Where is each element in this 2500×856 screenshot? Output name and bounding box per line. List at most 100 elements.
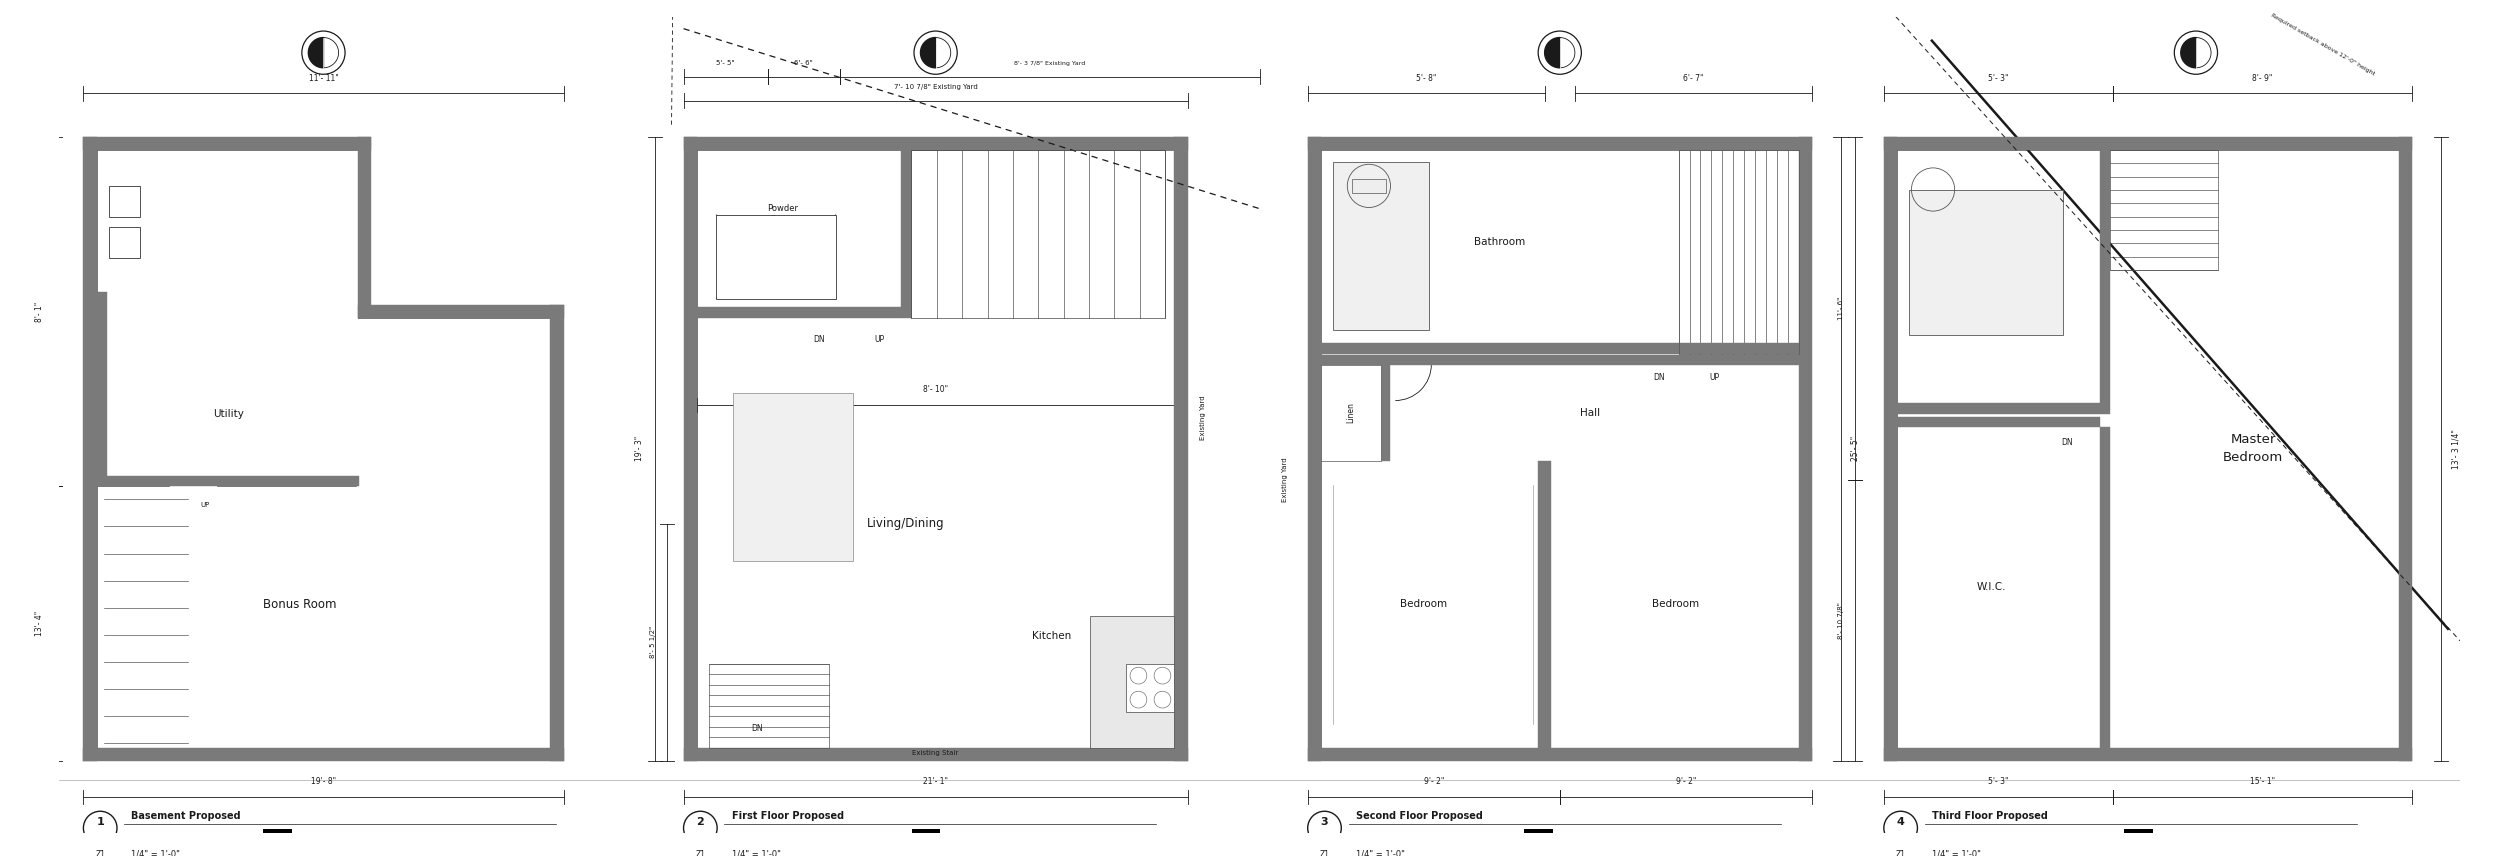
Bar [1352,179,1385,193]
Bar [98,292,107,486]
Text: Powder
Room: Powder Room [768,204,798,223]
Bar [1910,189,2062,335]
Text: Z1: Z1 [1320,850,1330,856]
Polygon shape [920,38,935,68]
Text: DN: DN [1652,373,1665,383]
Bar [1885,137,2412,150]
Text: 8'- 10": 8'- 10" [922,385,948,395]
Text: Z1: Z1 [695,850,705,856]
Bar [1320,365,1380,461]
Text: 19'- 8": 19'- 8" [310,777,335,786]
Text: 1/4" = 1'-0": 1/4" = 1'-0" [1932,850,1980,856]
Polygon shape [1545,38,1560,68]
Text: Existing Yard: Existing Yard [1282,458,1288,502]
Text: M. Bath: M. Bath [1972,264,2012,274]
Text: 21'- 1": 21'- 1" [922,777,948,786]
Text: 5'- 3": 5'- 3" [1988,74,2008,83]
Bar [1332,162,1430,330]
Bar [262,829,292,838]
Text: First Floor Proposed: First Floor Proposed [732,811,843,821]
Text: Existing Yard: Existing Yard [1200,395,1205,440]
Bar [1525,829,1552,838]
Bar [2125,829,2152,838]
Text: 8'- 9": 8'- 9" [2252,74,2272,83]
Text: DN: DN [750,724,762,733]
Text: Existing Stair: Existing Stair [912,750,958,756]
Text: Basement Proposed: Basement Proposed [132,811,240,821]
Text: UP: UP [1710,373,1720,383]
Bar [1128,663,1175,711]
Bar [1380,355,1798,365]
Text: 9'- 2": 9'- 2" [1675,777,1695,786]
Bar [1090,615,1175,747]
Text: Z1: Z1 [95,850,105,856]
Bar [912,150,1165,318]
Text: 3: 3 [1320,817,1328,827]
Bar [2110,150,2218,270]
Text: Hall: Hall [1580,407,1600,418]
Bar [1308,747,1812,761]
Bar [1175,137,1188,761]
Bar [107,227,140,258]
Bar [682,747,1188,761]
Text: Utility: Utility [213,409,245,419]
Bar [1320,343,1798,354]
Bar [2100,427,2110,747]
Text: 5'- 3": 5'- 3" [1988,777,2008,786]
Bar [715,215,835,299]
Bar [682,137,698,761]
Text: 1: 1 [98,817,105,827]
Bar [1538,461,1550,747]
Bar [82,137,372,150]
Bar [550,305,562,761]
Text: Third Floor Proposed: Third Floor Proposed [1932,811,2047,821]
Text: 1/4" = 1'-0": 1/4" = 1'-0" [1355,850,1405,856]
Text: Required setback above 12'-0" height: Required setback above 12'-0" height [2270,13,2375,77]
Text: 1/4" = 1'-0": 1/4" = 1'-0" [132,850,180,856]
Text: UP: UP [200,502,210,508]
Bar [912,829,940,838]
Text: Bonus Room: Bonus Room [262,598,335,611]
Text: WH: WH [118,199,130,205]
Text: 11'- 6": 11'- 6" [1838,297,1845,320]
Text: 6'- 7": 6'- 7" [1682,74,1702,83]
Bar [682,137,1188,150]
Bar [1885,137,1898,761]
Text: Bedroom: Bedroom [1652,599,1700,609]
Text: 5'- 5": 5'- 5" [718,60,735,66]
Bar [107,186,140,217]
Text: 8'- 1": 8'- 1" [35,301,45,322]
Text: DN: DN [2062,438,2072,448]
Text: WD: WD [118,240,130,246]
Bar [82,747,562,761]
Text: Bedroom: Bedroom [1400,599,1448,609]
Bar [2100,150,2110,414]
Polygon shape [308,38,322,68]
Bar [1798,137,1812,761]
Bar [732,393,853,562]
Text: 13'- 3 1/4": 13'- 3 1/4" [2452,429,2460,469]
Text: 19'- 3": 19'- 3" [635,437,645,461]
Text: Master
Bedroom: Master Bedroom [2222,433,2282,464]
Text: Bathroom: Bathroom [1472,237,1525,247]
Bar [1898,417,2100,427]
Text: 2: 2 [698,817,705,827]
Bar [1678,150,1797,354]
Bar [357,305,562,318]
Text: Kitchen: Kitchen [1032,631,1070,641]
Text: W.I.C.: W.I.C. [1978,582,2008,592]
Bar [1380,365,1390,461]
Text: 8'- 5 1/2": 8'- 5 1/2" [650,627,655,658]
Text: 5'- 8": 5'- 8" [1415,74,1437,83]
Text: 9'- 2": 9'- 2" [1422,777,1445,786]
Text: 15'- 1": 15'- 1" [2250,777,2275,786]
Text: Linen: Linen [1348,402,1355,423]
Text: 11'- 11": 11'- 11" [308,74,338,83]
Bar [698,307,900,318]
Text: 6'- 6": 6'- 6" [795,60,812,66]
Bar [1308,137,1320,761]
Text: DN: DN [812,335,825,344]
Bar [1898,403,2100,414]
Text: 1/4" = 1'-0": 1/4" = 1'-0" [732,850,780,856]
Bar [1308,137,1812,150]
